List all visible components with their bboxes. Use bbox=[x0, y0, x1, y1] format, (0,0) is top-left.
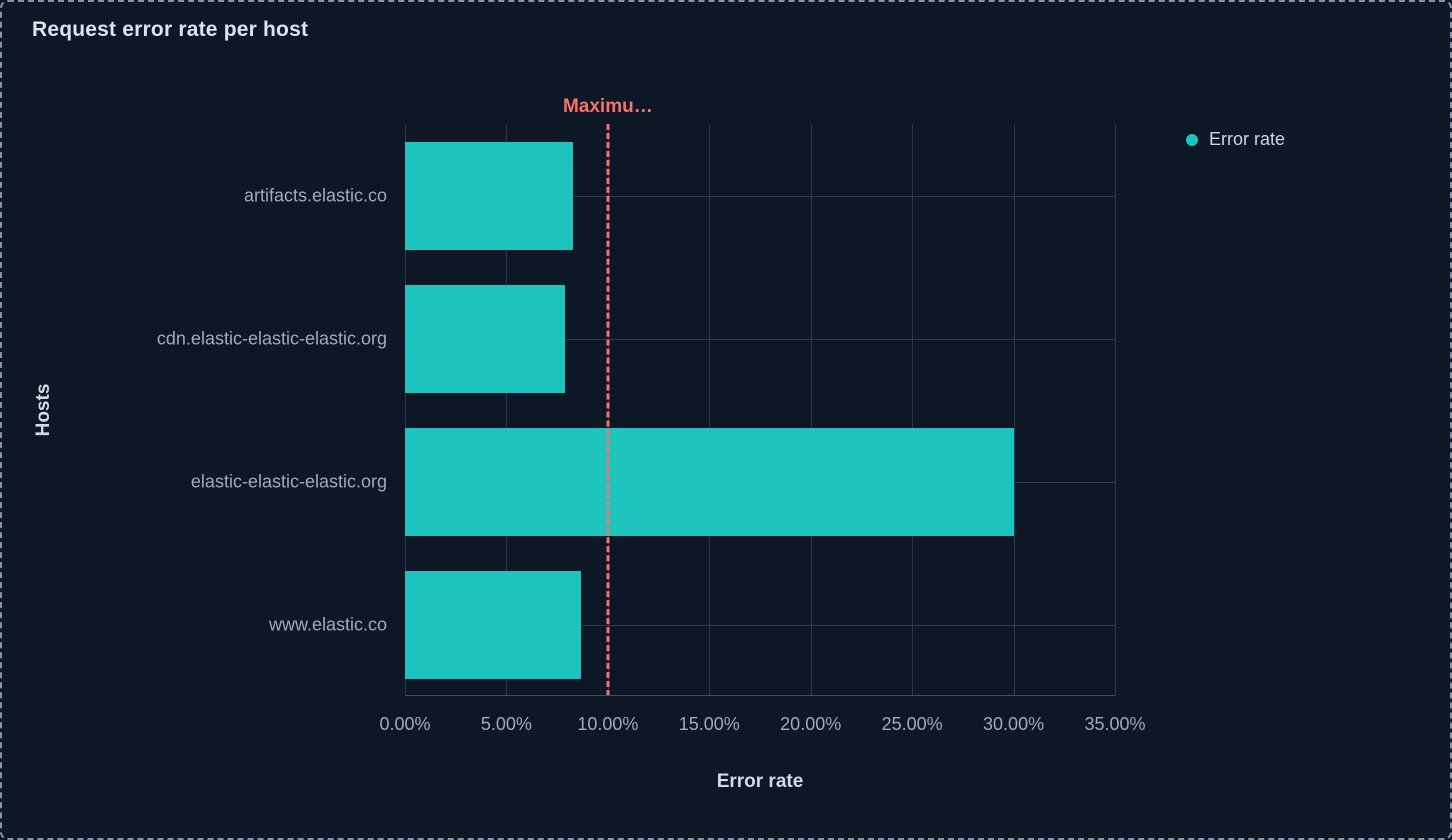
bar[interactable] bbox=[405, 570, 582, 679]
vertical-gridline bbox=[506, 124, 508, 696]
bar[interactable] bbox=[405, 427, 1014, 536]
vertical-gridline bbox=[1013, 124, 1015, 696]
annotation-label: Maximu… bbox=[562, 96, 653, 117]
x-tick-label: 20.00% bbox=[780, 714, 842, 734]
x-axis-line bbox=[405, 695, 1115, 696]
vertical-gridline bbox=[405, 124, 406, 696]
x-tick-label: 10.00% bbox=[577, 714, 639, 734]
y-category-label: www.elastic.co bbox=[268, 614, 387, 634]
x-tick-label: 15.00% bbox=[678, 714, 740, 734]
vertical-gridline bbox=[912, 124, 914, 696]
horizontal-gridline bbox=[405, 338, 1115, 340]
bar[interactable] bbox=[405, 141, 574, 250]
horizontal-gridline bbox=[405, 624, 1115, 626]
bar[interactable] bbox=[405, 284, 566, 393]
y-category-labels: artifacts.elastic.co cdn.elastic-elastic-… bbox=[2, 124, 387, 696]
legend-item-error-rate[interactable]: Error rate bbox=[1186, 129, 1285, 150]
legend-label: Error rate bbox=[1209, 129, 1286, 149]
vertical-gridline bbox=[810, 124, 812, 696]
legend-swatch-icon bbox=[1186, 133, 1198, 146]
x-tick-label: 5.00% bbox=[480, 714, 532, 734]
plot-area bbox=[405, 124, 1116, 696]
horizontal-gridline bbox=[405, 195, 1115, 197]
y-category-label: artifacts.elastic.co bbox=[243, 185, 387, 205]
x-tick-label: 35.00% bbox=[1084, 714, 1146, 734]
x-tick-label: 0.00% bbox=[379, 714, 431, 734]
vertical-gridline bbox=[1115, 124, 1116, 696]
x-axis-title: Error rate bbox=[716, 771, 804, 792]
panel-title: Request error rate per host bbox=[32, 18, 309, 41]
x-tick-label: 25.00% bbox=[881, 714, 943, 734]
x-tick-labels: 0.00% 5.00% 10.00% 15.00% 20.00% 25.00% 30.00%… bbox=[379, 714, 1145, 740]
threshold-line bbox=[606, 124, 610, 696]
annotation-row: Maximu… bbox=[405, 96, 1115, 122]
y-category-label: cdn.elastic-elastic-elastic.org bbox=[156, 328, 387, 348]
x-tick-label: 30.00% bbox=[983, 714, 1045, 734]
y-category-label: elastic-elastic-elastic.org bbox=[190, 471, 387, 491]
vertical-gridline bbox=[709, 124, 711, 696]
